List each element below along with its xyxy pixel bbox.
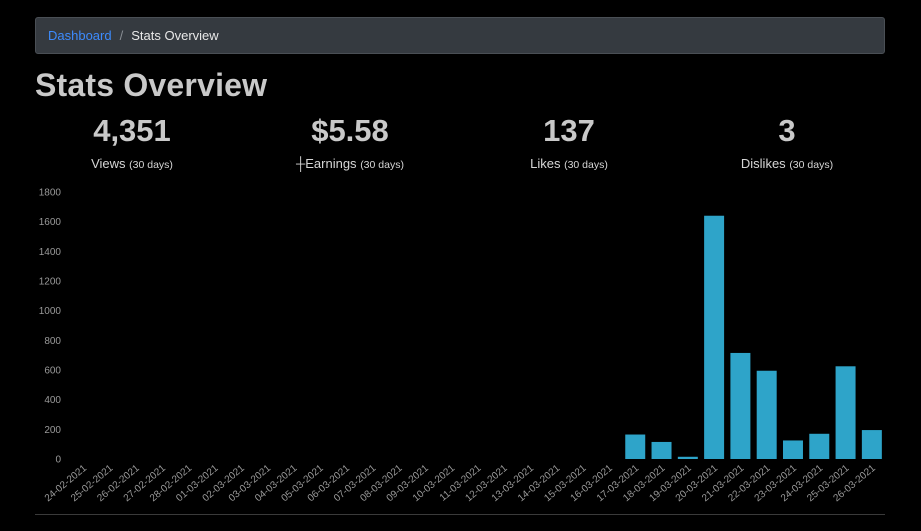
chart-bar: [651, 441, 672, 459]
page-title: Stats Overview: [35, 67, 268, 103]
stat-earnings: $5.58 ┼Earnings (30 days): [250, 112, 450, 171]
chart-bar: [835, 366, 856, 459]
stat-dislikes-period: (30 days): [789, 159, 834, 171]
chart-bar: [809, 433, 830, 459]
stat-earnings-period: (30 days): [360, 159, 404, 171]
stat-dislikes-label: Dislikes (30 days): [687, 156, 887, 171]
chart-bar: [730, 352, 751, 459]
stat-views-period: (30 days): [129, 159, 173, 171]
x-axis: 24-02-202125-02-202126-02-202127-02-2021…: [43, 463, 878, 505]
stat-likes-label-text: Likes: [530, 156, 561, 171]
stat-earnings-label-text: ┼Earnings: [296, 156, 357, 171]
bottom-divider: [35, 514, 885, 515]
chart-bar: [625, 434, 646, 459]
breadcrumb-current: Stats Overview: [131, 28, 219, 43]
stat-views: 4,351 Views (30 days): [32, 112, 232, 171]
chart-bar: [704, 215, 725, 459]
stat-views-label-text: Views: [91, 156, 126, 171]
chart-bars: [625, 215, 882, 459]
y-tick-label: 1600: [39, 217, 62, 228]
y-tick-label: 1800: [39, 188, 62, 199]
stat-dislikes-value: 3: [778, 113, 796, 148]
y-tick-label: 1200: [39, 277, 62, 288]
y-axis: 0 200 400 600 800 1000 1200 1400 1600 1800: [39, 188, 62, 466]
breadcrumb: Dashboard / Stats Overview: [35, 17, 885, 54]
chart-bar: [677, 456, 698, 459]
y-tick-label: 800: [44, 336, 61, 347]
chart-bar: [861, 430, 882, 459]
stat-dislikes-label-text: Dislikes: [740, 156, 786, 171]
y-tick-label: 1000: [39, 306, 62, 317]
y-tick-label: 200: [44, 425, 61, 436]
stat-likes: 137 Likes (30 days): [469, 112, 669, 171]
stat-likes-value: 137: [543, 113, 595, 148]
stat-views-label: Views (30 days): [32, 156, 232, 171]
chart-bar: [756, 370, 777, 459]
chart-bar: [782, 440, 803, 459]
breadcrumb-link-dashboard[interactable]: Dashboard: [48, 28, 112, 43]
y-tick-label: 1400: [39, 247, 62, 258]
y-tick-label: 400: [44, 395, 61, 406]
stat-likes-period: (30 days): [564, 159, 608, 171]
stat-likes-label: Likes (30 days): [469, 156, 669, 171]
y-tick-label: 0: [55, 455, 61, 466]
stat-dislikes: 3 Dislikes (30 days): [687, 112, 887, 171]
breadcrumb-separator: /: [119, 28, 124, 43]
stat-earnings-label: ┼Earnings (30 days): [250, 156, 450, 171]
stat-views-value: 4,351: [93, 113, 171, 148]
stat-earnings-value: $5.58: [311, 113, 389, 148]
chart-canvas: 0 200 400 600 800 1000 1200 1400 1600 1800 24-02-…: [39, 188, 882, 505]
stats-summary: 4,351 Views (30 days) $5.58 ┼Earnings (3…: [0, 112, 921, 182]
y-tick-label: 600: [44, 366, 61, 377]
views-bar-chart: 0 200 400 600 800 1000 1200 1400 1600 1800 24-02-…: [0, 180, 921, 531]
